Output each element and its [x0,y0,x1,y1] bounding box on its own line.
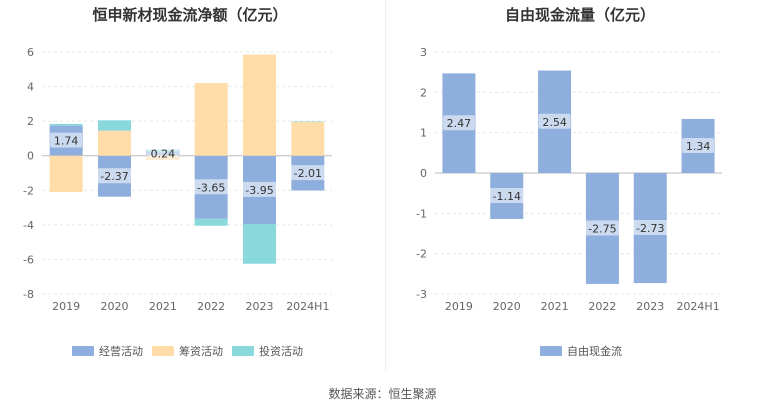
data-label: -1.14 [493,190,521,203]
bar-0-s2-1 [98,120,131,131]
y-tick-label: 4 [27,81,34,94]
x-tick-label: 2021 [541,300,569,313]
y-tick-label: 1 [420,127,427,140]
x-tick-label: 2023 [246,300,274,313]
data-label-bg-0-5 [288,165,328,181]
data-label-bg-0-1 [95,168,134,184]
data-source: 数据来源：恒生聚源 [328,387,437,401]
data-label-bg-1-4 [630,220,670,236]
data-label: 2.47 [447,117,472,130]
right-chart-title: 自由现金流量（亿元） [504,6,655,24]
data-label: -3.65 [197,181,225,194]
legend-label: 经营活动 [99,344,143,358]
x-tick-label: 2020 [493,300,521,313]
y-tick-label: 0 [420,167,427,180]
bar-0-s1-5 [291,122,325,156]
data-label: 1.74 [54,135,79,148]
legend-swatch-1-0 [540,346,562,356]
y-tick-label: -2 [23,184,34,197]
x-tick-label: 2022 [588,300,616,313]
data-label: -2.75 [588,222,616,235]
x-tick-label: 2021 [149,300,177,313]
bar-0-s1-0 [49,155,83,193]
data-label-bg-0-4 [240,181,279,197]
legend-label: 自由现金流 [567,344,622,358]
data-label-bg-0-0 [50,132,83,148]
data-label-bg-0-2 [146,145,179,161]
legend-swatch-0-1 [152,346,174,356]
bar-0-s2-3 [194,218,228,226]
data-label: -3.95 [245,184,273,197]
y-tick-label: 2 [27,115,34,128]
y-tick-label: 6 [27,46,34,59]
y-tick-label: 0 [27,150,34,163]
data-label-bg-1-2 [538,113,571,129]
y-tick-label: 2 [420,86,427,99]
x-tick-label: 2020 [101,300,129,313]
y-tick-label: -6 [23,253,34,266]
data-label: 1.34 [686,140,711,153]
x-tick-label: 2024H1 [286,300,329,313]
legend-label: 筹资活动 [179,344,223,358]
data-label: 2.54 [542,116,567,129]
legend-swatch-0-2 [232,346,254,356]
data-label-bg-0-3 [191,179,231,195]
chart-divider [385,0,386,370]
data-label-bg-1-0 [442,115,475,131]
data-label: -2.37 [100,170,128,183]
data-label-bg-1-5 [682,137,715,153]
bar-0-s1-1 [98,130,131,156]
left-chart-title: 恒申新材现金流净额（亿元） [92,6,288,24]
bar-0-s2-5 [291,121,325,123]
y-tick-label: -1 [416,207,427,220]
x-tick-label: 2023 [636,300,664,313]
data-label-bg-1-1 [487,187,527,203]
legend-label: 投资活动 [259,344,303,358]
data-label-bg-1-3 [582,220,622,236]
y-tick-label: 3 [420,46,427,59]
data-label: 0.24 [151,148,176,161]
bar-0-s1-4 [243,54,276,156]
bar-0-s1-3 [194,83,228,156]
y-tick-label: -8 [23,288,34,301]
legend-swatch-0-0 [72,346,94,356]
data-label: -2.01 [294,167,322,180]
bar-0-s2-0 [49,123,83,126]
y-tick-label: -4 [23,219,34,232]
bar-0-s2-4 [243,223,276,264]
x-tick-label: 2024H1 [676,300,719,313]
x-tick-label: 2019 [52,300,80,313]
x-tick-label: 2019 [445,300,473,313]
y-tick-label: -3 [416,288,427,301]
data-label: -2.73 [636,222,664,235]
x-tick-label: 2022 [197,300,225,313]
y-tick-label: -2 [416,248,427,261]
